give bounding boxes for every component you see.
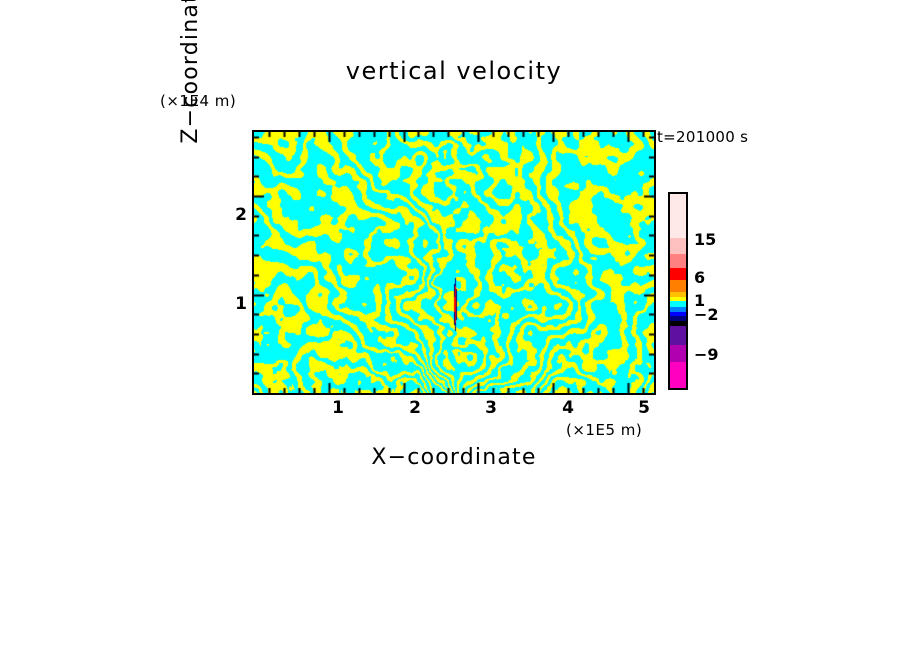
colorbar-band [670,301,686,308]
y-tick-label: 2 [235,205,247,225]
y-tick-label: 1 [235,294,247,314]
colorbar-band [670,307,686,313]
colorbar-label: 1 [694,290,706,310]
colorbar-legend [668,192,688,390]
colorbar-label: 6 [694,268,706,288]
x-axis-title: X−coordinate [371,445,537,470]
colorbar-band [670,291,686,298]
colorbar-band [670,344,686,363]
colorbar-band [670,254,686,269]
colorbar-band [670,315,686,322]
x-tick-label: 5 [638,398,650,418]
timestamp-annotation: t=201000 s [657,128,749,146]
colorbar-band [670,194,686,239]
colorbar-label: 15 [694,229,717,249]
colorbar-label: −9 [694,345,719,365]
y-axis-title: Z−coordinate [178,0,203,144]
colorbar-band [670,311,686,317]
colorbar-band [670,326,686,346]
colorbar-band [670,296,686,303]
y-axis-units-label: (×1E4 m) [160,92,237,110]
x-tick-label: 4 [562,398,574,418]
page-title: vertical velocity [345,57,563,85]
colorbar-label: −2 [694,304,719,324]
colorbar-band [670,237,686,255]
colorbar-band [670,279,686,293]
x-tick-label: 1 [332,398,344,418]
x-tick-label: 2 [409,398,421,418]
colorbar-band [670,321,686,327]
colorbar-band [670,267,686,281]
velocity-field-heatmap [254,132,654,393]
x-tick-label: 3 [485,398,497,418]
colorbar-band [670,362,686,388]
x-axis-units-label: (×1E5 m) [566,421,643,439]
plot-area [252,130,656,395]
